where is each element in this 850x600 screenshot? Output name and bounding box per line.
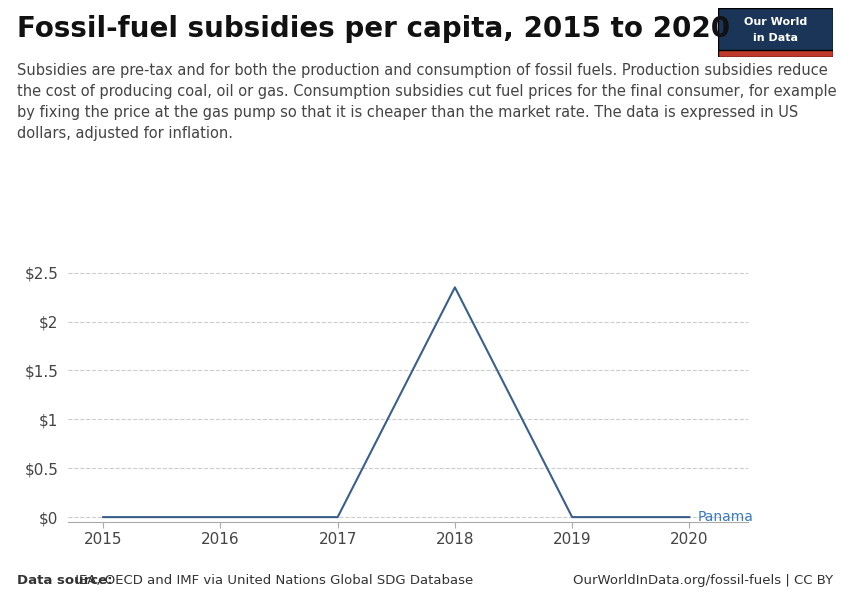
Text: Panama: Panama <box>698 510 754 524</box>
Text: Subsidies are pre-tax and for both the production and consumption of fossil fuel: Subsidies are pre-tax and for both the p… <box>17 63 836 141</box>
FancyBboxPatch shape <box>718 50 833 57</box>
Text: in Data: in Data <box>753 34 798 43</box>
Text: Our World: Our World <box>744 17 808 26</box>
Text: IEA, OECD and IMF via United Nations Global SDG Database: IEA, OECD and IMF via United Nations Glo… <box>71 574 473 587</box>
Text: Data source:: Data source: <box>17 574 112 587</box>
Text: Fossil-fuel subsidies per capita, 2015 to 2020: Fossil-fuel subsidies per capita, 2015 t… <box>17 15 730 43</box>
Text: OurWorldInData.org/fossil-fuels | CC BY: OurWorldInData.org/fossil-fuels | CC BY <box>573 574 833 587</box>
FancyBboxPatch shape <box>718 8 833 57</box>
